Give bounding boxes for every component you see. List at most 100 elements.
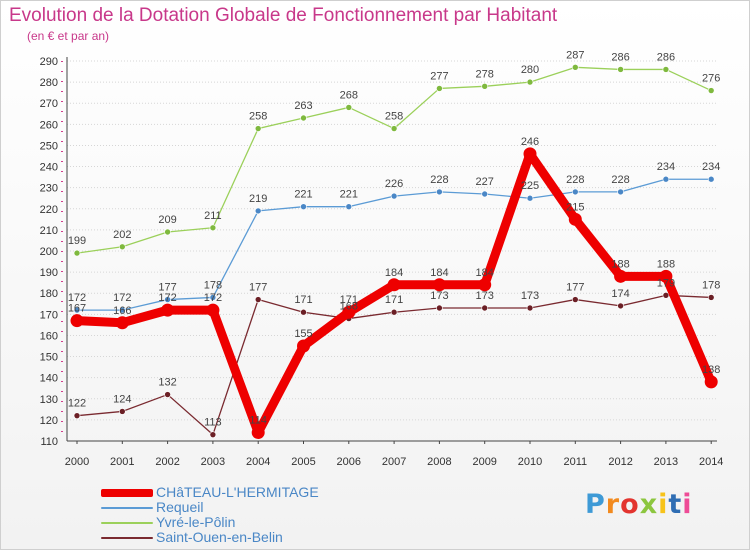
x-tick-label: 2008: [427, 456, 451, 468]
data-point: [119, 306, 126, 314]
data-point: [115, 316, 129, 330]
data-label: 211: [204, 210, 222, 222]
data-point: [209, 431, 217, 438]
legend-label-chateau: CHâTEAU-L'HERMITAGE: [156, 484, 319, 500]
data-label: 258: [249, 111, 267, 123]
data-label: 138: [702, 364, 720, 376]
data-label: 268: [340, 89, 358, 101]
data-point: [342, 305, 356, 319]
data-point: [390, 308, 398, 316]
data-label: 168: [340, 301, 358, 313]
data-label: 202: [113, 229, 131, 241]
y-tick-label: 130: [40, 394, 58, 406]
legend-item-saint-ouen[interactable]: Saint-Ouen-en-Belin: [101, 530, 501, 545]
data-label: 228: [611, 174, 629, 186]
data-label: 184: [430, 267, 448, 279]
data-label: 234: [657, 161, 675, 173]
data-label: 172: [158, 292, 176, 304]
data-label: 171: [340, 294, 358, 306]
series-lines: [70, 64, 718, 440]
data-label: 219: [249, 193, 267, 205]
data-label: 155: [294, 328, 312, 340]
data-point: [617, 302, 624, 310]
y-tick-label: 280: [40, 77, 58, 89]
data-label: 172: [68, 292, 86, 304]
y-tick-label: 110: [40, 436, 58, 448]
y-tick-label: 170: [40, 309, 58, 321]
y-tick-label: 270: [40, 98, 58, 110]
data-label: 228: [430, 174, 448, 186]
y-tick-label: 240: [40, 162, 58, 174]
data-point: [436, 188, 443, 196]
legend-swatch-requeil: [101, 507, 153, 509]
data-point: [523, 147, 537, 161]
data-point: [662, 292, 670, 299]
data-label: 171: [385, 294, 403, 306]
data-labels: 199 202 209 211 258 263 268 258 277 278 280 287 286 2…: [68, 49, 721, 428]
y-tick-label: 140: [40, 373, 58, 385]
x-tick-label: 2009: [472, 456, 496, 468]
data-point: [568, 212, 582, 226]
data-label: 225: [521, 180, 539, 192]
legend-item-requeil[interactable]: Requeil: [101, 500, 501, 515]
data-point: [387, 278, 401, 292]
data-point: [209, 294, 217, 301]
data-point: [73, 249, 81, 257]
data-label: 184: [385, 267, 403, 279]
data-point: [73, 412, 81, 419]
data-point: [662, 175, 670, 183]
logo-letter: x: [639, 489, 659, 520]
x-tick-label: 2000: [65, 456, 89, 468]
data-label: 228: [566, 174, 584, 186]
data-point: [571, 64, 579, 71]
data-label: 172: [204, 292, 222, 304]
x-tick-label: 2002: [155, 456, 179, 468]
data-point: [300, 114, 307, 122]
y-tick-label: 220: [40, 204, 58, 216]
legend-item-chateau[interactable]: CHâTEAU-L'HERMITAGE: [101, 485, 501, 500]
data-point: [571, 188, 579, 196]
data-point: [436, 304, 443, 312]
series-ch-teau-l-hermitage: [70, 147, 718, 440]
x-tick-label: 2001: [110, 456, 134, 468]
y-tick-label: 250: [40, 140, 58, 152]
data-point: [254, 207, 262, 215]
legend-item-yvre[interactable]: Yvré-le-Pôlin: [101, 515, 501, 530]
data-label: 278: [476, 68, 494, 80]
data-label: 221: [294, 189, 312, 201]
data-point: [345, 203, 353, 210]
legend-label-saint-ouen: Saint-Ouen-en-Belin: [156, 529, 283, 545]
data-label: 179: [657, 277, 675, 289]
data-point: [707, 175, 715, 183]
x-tick-label: 2006: [337, 456, 361, 468]
axes: 110 120 130 140 150 160 170 180 190 200 210 220 230 2…: [40, 56, 724, 468]
data-label: 280: [521, 64, 539, 76]
y-tick-label: 190: [40, 267, 58, 279]
data-label: 132: [158, 377, 176, 389]
data-label: 171: [294, 294, 312, 306]
data-point: [432, 278, 446, 292]
data-label: 122: [68, 398, 86, 410]
logo-letter: i: [682, 489, 693, 520]
data-point: [390, 125, 398, 132]
data-point: [161, 303, 175, 317]
x-tick-label: 2003: [201, 456, 225, 468]
data-point: [390, 192, 398, 200]
data-point: [209, 224, 217, 232]
logo-letter: i: [658, 489, 669, 520]
data-label: 173: [476, 290, 494, 302]
data-point: [481, 304, 489, 312]
data-label: 166: [113, 305, 131, 317]
data-label: 184: [476, 267, 494, 279]
chart-title: Evolution de la Dotation Globale de Fonc…: [9, 5, 558, 26]
x-tick-label: 2004: [246, 456, 270, 468]
data-label: 173: [430, 290, 448, 302]
data-label: 246: [521, 136, 539, 148]
data-point: [478, 278, 492, 292]
data-point: [297, 339, 310, 353]
data-point: [164, 296, 171, 303]
data-label: 263: [294, 100, 312, 112]
x-tick-label: 2013: [654, 456, 678, 468]
